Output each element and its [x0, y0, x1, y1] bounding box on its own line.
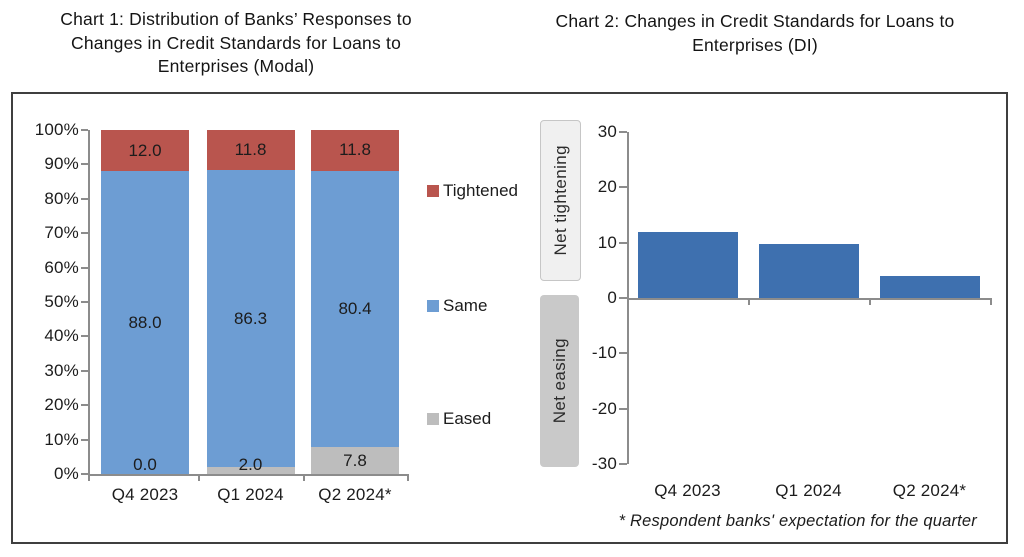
chart2-y-tick-label: 20 [597, 177, 617, 197]
chart1-segment-same [206, 170, 295, 468]
chart1-y-tick [81, 163, 88, 166]
chart1-y-tick [81, 335, 88, 338]
chart2-bar [637, 231, 738, 298]
chart1-x-tick [407, 476, 409, 481]
net-easing-axis-label-box: Net easing [540, 295, 579, 467]
chart1-value-label-eased: 7.8 [343, 450, 367, 470]
chart2-y-axis [627, 132, 629, 464]
chart1-y-axis [88, 130, 90, 474]
chart1-value-label-same: 80.4 [338, 298, 372, 318]
chart2-title-line1: Chart 2: Changes in Credit Standards for… [555, 11, 955, 31]
legend-swatch-same [427, 300, 439, 312]
chart1-y-tick-label: 50% [44, 292, 79, 311]
chart1-x-tick [198, 476, 200, 481]
chart2-bar [758, 243, 859, 298]
chart2-x-category-label: Q4 2023 [654, 481, 721, 500]
net-tightening-axis-label-box: Net tightening [540, 120, 581, 281]
chart1-x-category-label: Q1 2024 [217, 485, 284, 504]
chart1-title-line2: Changes in Credit Standards for Loans to [71, 32, 401, 53]
chart2-y-tick [619, 131, 627, 133]
chart1-y-tick-label: 10% [44, 429, 79, 449]
chart1-value-label-tightened: 11.8 [339, 140, 371, 160]
chart2-y-tick-label: 30 [597, 122, 617, 141]
legend-swatch-eased [427, 413, 439, 425]
chart1-y-tick-label: 40% [44, 326, 79, 346]
chart1-x-axis [88, 474, 409, 476]
chart1-segment-tightened [101, 130, 189, 172]
chart1-value-label-same: 86.3 [233, 308, 268, 328]
chart2-y-tick [619, 407, 627, 410]
chart2-y-tick-label: -30 [591, 453, 617, 473]
chart1-y-tick-label: 80% [44, 188, 79, 208]
chart2-bar [879, 276, 980, 298]
chart1-x-tick [88, 476, 90, 481]
chart2-x-tick [869, 300, 871, 305]
chart2-y-tick-label: 0 [607, 288, 617, 307]
chart2-y-tick-label: 10 [597, 232, 617, 252]
legend-swatch-tightened [427, 185, 439, 197]
chart1-segment-tightened [311, 130, 399, 171]
chart1-value-label-eased: 2.0 [238, 455, 263, 474]
chart1-segment-same [311, 170, 399, 448]
legend-label-eased: Eased [443, 409, 492, 428]
chart2-title: Chart 2: Changes in Credit Standards for… [520, 10, 990, 57]
chart2-y-tick [619, 241, 627, 244]
chart2-y-tick-label: -20 [591, 398, 617, 418]
chart1-y-tick [81, 266, 88, 269]
chart1-y-tick-label: 90% [44, 154, 79, 174]
chart1-y-tick-label: 70% [44, 223, 79, 243]
chart1-y-tick-label: 20% [44, 395, 79, 415]
chart2-y-tick [619, 352, 627, 355]
chart1-y-tick-label: 60% [44, 257, 79, 277]
chart2-x-category-label: Q1 2024 [775, 481, 842, 500]
chart1-y-tick [81, 438, 88, 441]
chart1-x-category-label: Q4 2023 [111, 485, 179, 504]
chart1-y-tick [81, 129, 88, 131]
chart1-title-line1: Chart 1: Distribution of Banks’ Response… [60, 9, 412, 29]
chart2-y-tick-label: -10 [591, 343, 617, 363]
chart1-segment-eased [206, 467, 295, 474]
chart2-zero-line [627, 298, 992, 300]
chart2-y-tick [619, 297, 627, 299]
chart2-title-line2: Enterprises (DI) [692, 34, 818, 55]
chart1-title: Chart 1: Distribution of Banks’ Response… [16, 8, 456, 79]
chart1-y-tick [81, 369, 88, 372]
chart2-footnote: * Respondent banks' expectation for the … [618, 512, 977, 530]
chart1-segment-same [101, 171, 189, 474]
chart1-y-tick [81, 232, 88, 235]
chart1-segment-tightened [206, 129, 295, 171]
chart2-y-tick [619, 186, 627, 189]
chart1-y-tick-label: 0% [54, 464, 79, 483]
chart1-y-tick [81, 301, 88, 303]
legend-label-tightened: Tightened [443, 181, 518, 200]
chart2-x-tick [990, 300, 992, 305]
chart1-y-tick [81, 404, 88, 407]
chart1-y-tick-label: 30% [44, 360, 79, 380]
chart1-y-tick-label: 100% [34, 120, 79, 139]
chart1-y-tick [81, 473, 88, 475]
chart-panel: Net tightening Net easing * Respondent b… [11, 92, 1008, 544]
chart2-x-tick [748, 300, 750, 305]
chart1-x-tick [303, 476, 305, 481]
chart1-value-label-same: 88.0 [128, 312, 162, 332]
chart1-value-label-eased: 0.0 [133, 455, 157, 474]
chart1-value-label-tightened: 12.0 [128, 140, 162, 160]
chart1-x-category-label: Q2 2024* [318, 485, 392, 504]
chart1-value-label-tightened: 11.8 [234, 139, 267, 159]
chart2-y-tick [619, 462, 627, 465]
chart1-segment-eased [311, 447, 399, 474]
chart1-y-tick [81, 197, 88, 200]
chart2-x-category-label: Q2 2024* [892, 481, 967, 500]
legend-label-same: Same [443, 296, 488, 315]
chart1-title-line3: Enterprises (Modal) [157, 56, 315, 76]
